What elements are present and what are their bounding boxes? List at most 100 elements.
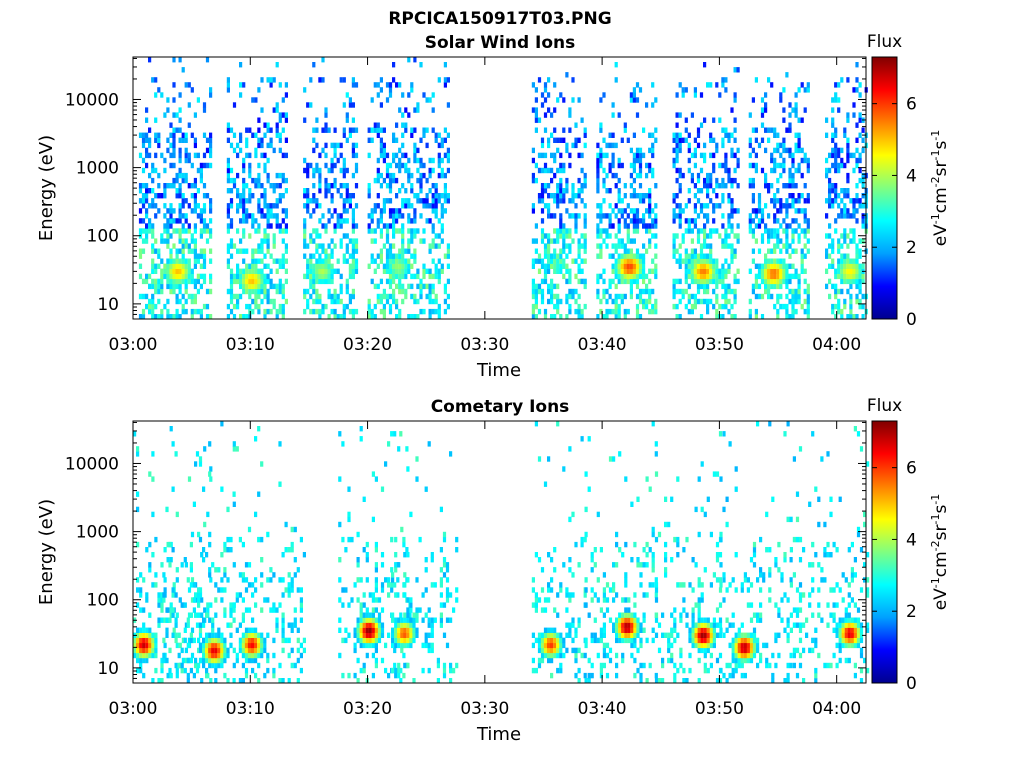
heatmap-cell: [696, 258, 701, 264]
heatmap-cell: [428, 283, 432, 290]
heatmap-cell: [220, 597, 224, 603]
heatmap-cell: [367, 314, 371, 320]
heatmap-cell: [299, 536, 303, 543]
heatmap-cell: [727, 288, 731, 295]
heatmap-cell: [251, 273, 255, 280]
heatmap-cell: [194, 612, 198, 618]
heatmap-cell: [540, 288, 545, 295]
heatmap-cell: [715, 298, 719, 305]
heatmap-cell: [861, 147, 865, 154]
heatmap-cell: [618, 617, 622, 623]
heatmap-cell: [284, 587, 288, 593]
heatmap-cell: [169, 233, 173, 239]
heatmap-cell: [699, 263, 704, 269]
heatmap-cell: [398, 228, 402, 234]
heatmap-cell: [362, 642, 366, 649]
heatmap-cell: [278, 137, 282, 143]
heatmap-cell: [721, 243, 725, 249]
heatmap-cell: [559, 248, 563, 254]
heatmap-cell: [142, 647, 146, 654]
heatmap-cell: [339, 298, 343, 305]
heatmap-cell: [638, 183, 643, 189]
heatmap-cell: [353, 582, 357, 588]
heatmap-cell: [831, 107, 835, 113]
heatmap-cell: [794, 183, 798, 189]
heatmap-cell: [203, 446, 207, 452]
heatmap-cell: [630, 557, 634, 563]
heatmap-cell: [380, 486, 385, 492]
heatmap-cell: [696, 127, 701, 133]
heatmap-cell: [169, 278, 173, 285]
heatmap-cell: [620, 273, 624, 280]
heatmap-cell: [709, 132, 713, 138]
heatmap-cell: [831, 198, 835, 204]
heatmap-cell: [303, 243, 307, 249]
heatmap-cell: [359, 637, 363, 644]
heatmap-cell: [351, 208, 355, 214]
heatmap-cell: [374, 541, 378, 548]
heatmap-cell: [672, 218, 676, 224]
heatmap-cell: [136, 637, 140, 644]
heatmap-cell: [404, 188, 408, 194]
heatmap-cell: [627, 612, 631, 618]
heatmap-cell: [731, 672, 735, 679]
heatmap-cell: [338, 557, 342, 563]
heatmap-cell: [562, 228, 566, 234]
heatmap-cell: [712, 218, 716, 224]
heatmap-cell: [709, 198, 713, 204]
heatmap-cell: [553, 238, 557, 244]
heatmap-cell: [251, 652, 255, 659]
heatmap-cell: [623, 223, 627, 229]
heatmap-cell: [779, 172, 783, 179]
heatmap-cell: [642, 662, 646, 669]
heatmap-cell: [157, 314, 161, 320]
heatmap-cell: [434, 203, 438, 209]
heatmap-cell: [401, 203, 405, 209]
heatmap-cell: [397, 446, 401, 452]
heatmap-cell: [160, 193, 164, 199]
heatmap-cell: [178, 57, 182, 63]
heatmap-cell: [434, 268, 438, 274]
heatmap-cell: [617, 193, 621, 199]
heatmap-cell: [611, 157, 615, 164]
heatmap-cell: [257, 288, 261, 295]
heatmap-cell: [571, 572, 575, 578]
heatmap-cell: [630, 632, 634, 638]
heatmap-cell: [266, 657, 270, 664]
heatmap-cell: [828, 263, 832, 269]
heatmap-cell: [354, 248, 359, 254]
heatmap-cell: [676, 536, 680, 543]
heatmap-cell: [543, 647, 548, 654]
heatmap-cell: [679, 662, 683, 669]
heatmap-cell: [245, 152, 249, 159]
heatmap-cell: [175, 577, 179, 583]
heatmap-cell: [661, 632, 665, 638]
heatmap-cell: [629, 268, 633, 274]
heatmap-cell: [800, 248, 804, 254]
heatmap-cell: [443, 288, 447, 295]
heatmap-cell: [718, 602, 723, 608]
heatmap-cell: [679, 612, 683, 618]
heatmap-cell: [615, 652, 619, 659]
heatmap-cell: [154, 632, 158, 638]
heatmap-cell: [257, 637, 261, 644]
heatmap-cell: [398, 273, 402, 280]
heatmap-cell: [306, 303, 310, 310]
heatmap-cell: [211, 642, 215, 649]
heatmap-cell: [730, 248, 734, 254]
heatmap-cell: [618, 632, 622, 638]
heatmap-cell: [696, 172, 701, 179]
heatmap-cell: [638, 162, 643, 169]
heatmap-cell: [565, 243, 569, 249]
heatmap-cell: [831, 303, 835, 310]
heatmap-cell: [303, 203, 307, 209]
heatmap-cell: [154, 238, 158, 244]
heatmap-cell: [670, 657, 674, 664]
heatmap-cell: [281, 612, 285, 618]
heatmap-cell: [172, 162, 176, 169]
heatmap-cell: [773, 248, 777, 254]
heatmap-cell: [648, 547, 652, 553]
heatmap-cell: [174, 617, 178, 623]
heatmap-cell: [348, 308, 352, 315]
heatmap-cell: [676, 541, 680, 548]
